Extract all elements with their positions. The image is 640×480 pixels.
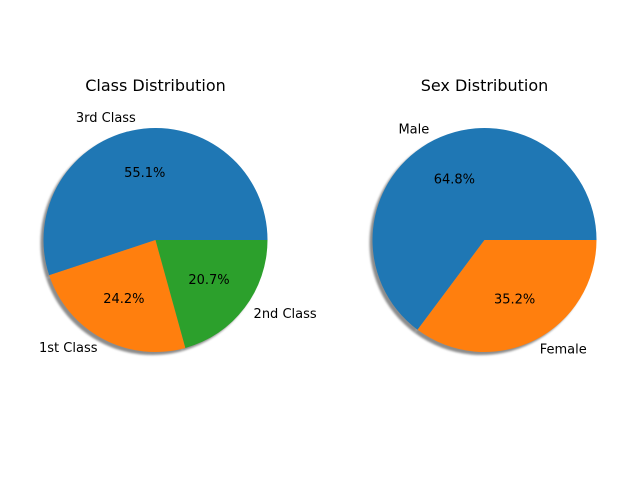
second-class-slice — [155, 240, 268, 348]
sex-distribution-title: Sex Distribution — [421, 76, 549, 95]
first-class-label: 1st Class — [39, 341, 98, 356]
class-distribution-labels: 3rd Class 55.1% 1st Class 24.2% 2nd Class 20.… — [39, 111, 317, 356]
third-class-slice — [43, 128, 268, 276]
male-slice — [372, 128, 597, 330]
third-class-label: 3rd Class — [76, 111, 136, 126]
female-label: Female — [540, 343, 587, 358]
male-pct-label: 64.8% — [434, 172, 475, 187]
class-distribution-slices — [43, 128, 268, 353]
sex-distribution-pie: Sex Distribution Male 64.8% Female 35.2% — [369, 76, 597, 358]
sex-distribution-labels: Male 64.8% Female 35.2% — [398, 122, 586, 357]
second-class-label: 2nd Class — [254, 307, 317, 322]
class-distribution-pie: Class Distribution 3rd Class 55.1% 1st Cla… — [39, 76, 317, 356]
sex-distribution-slices — [372, 128, 597, 353]
female-pct-label: 35.2% — [494, 293, 535, 308]
class-distribution-title: Class Distribution — [85, 76, 226, 95]
male-label: Male — [398, 122, 429, 137]
first-class-slice — [49, 240, 186, 353]
female-slice — [417, 240, 597, 353]
first-class-pct-label: 24.2% — [103, 292, 144, 307]
second-class-pct-label: 20.7% — [188, 273, 229, 288]
third-class-pct-label: 55.1% — [124, 166, 165, 181]
